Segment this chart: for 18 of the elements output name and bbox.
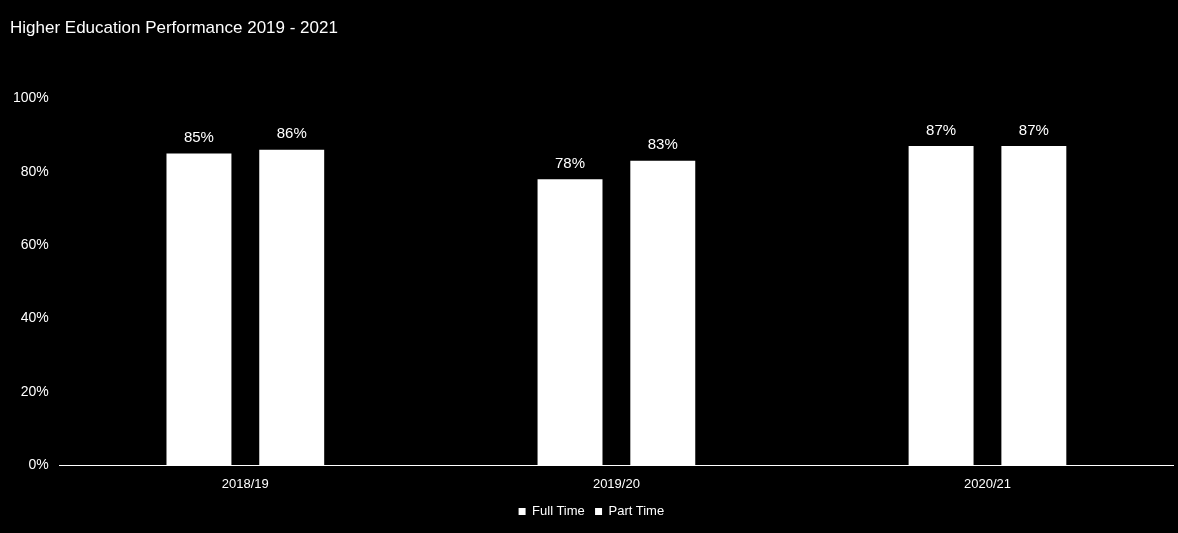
data-label: 78% (555, 153, 586, 171)
x-tick-label: 2020/21 (963, 475, 1011, 491)
y-tick-label: 100% (12, 89, 49, 106)
data-label: 87% (926, 120, 957, 138)
legend-label: Part Time (608, 503, 665, 519)
legend-label: Full Time (532, 503, 585, 519)
y-tick-label: 60% (20, 236, 49, 253)
data-label: 86% (276, 124, 307, 142)
x-tick-label: 2019/20 (592, 475, 640, 491)
y-tick-label: 40% (20, 309, 49, 326)
y-tick-label: 20% (20, 382, 49, 399)
y-tick-label: 0% (28, 456, 49, 473)
data-label: 87% (1018, 120, 1049, 138)
y-tick-label: 80% (20, 162, 49, 179)
chart-title: Higher Education Performance 2019 - 2021 (10, 17, 338, 37)
data-label: 83% (647, 135, 678, 153)
x-tick-label: 2018/19 (221, 475, 269, 491)
data-label: 85% (183, 128, 214, 146)
